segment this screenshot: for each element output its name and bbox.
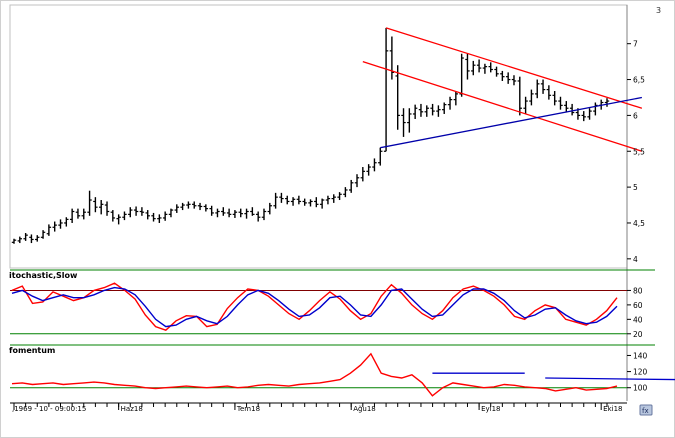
- stoch-tick-label: 80: [633, 286, 643, 295]
- momentum-tick-label: 120: [633, 368, 648, 377]
- stoch-line-blue: [11, 286, 618, 328]
- price-panel: [9, 4, 643, 401]
- momentum-tick-label: 100: [633, 384, 648, 393]
- momentum-title: fomentum: [9, 346, 55, 355]
- settings-icon[interactable]: fx: [639, 404, 653, 416]
- corner-label: 3: [656, 6, 661, 15]
- stoch-line-red: [11, 282, 618, 331]
- stoch-tick-label: 20: [633, 330, 643, 339]
- momentum-yaxis: 100 120 140: [627, 351, 648, 393]
- momentum-line-red: [11, 352, 618, 397]
- time-tick-label: ,1969 - 10 - 09:00:15: [12, 405, 86, 413]
- stoch-yaxis: 20 40 60 80: [627, 286, 643, 339]
- price-tick-label: 5,5: [633, 147, 645, 156]
- price-tick-label: 7: [633, 40, 638, 49]
- svg-text:fx: fx: [642, 407, 649, 415]
- stoch-tick-label: 60: [633, 301, 643, 310]
- time-tick-label: Tem18: [236, 405, 260, 413]
- time-tick-label: Eki18: [603, 405, 622, 413]
- trendline-blue: [380, 96, 643, 149]
- time-tick-label: Ağu18: [353, 405, 376, 413]
- momentum-tick-label: 140: [633, 351, 648, 360]
- time-axis: ,1969 - 10 - 09:00:15 Haz18 Tem18 Ağu18 Eyl1…: [10, 402, 627, 413]
- stoch-tick-label: 40: [633, 315, 643, 324]
- trendline-red: [362, 60, 643, 152]
- stochastic-title: itochastic,Slow: [9, 271, 78, 280]
- price-tick-label: 6,5: [633, 76, 645, 85]
- trendline-red: [385, 27, 643, 109]
- momentum-panel: [10, 344, 675, 397]
- time-tick-label: Eyl18: [481, 405, 500, 413]
- momentum-line-blue: [545, 377, 675, 381]
- price-tick-label: 6: [633, 111, 638, 120]
- price-tick-label: 4,5: [633, 219, 645, 228]
- stochastic-panel: [10, 269, 655, 335]
- price-yaxis: 4 4,5 5 5,5 6 6,5 7: [627, 40, 645, 264]
- price-tick-label: 5: [633, 183, 638, 192]
- time-tick-label: Haz18: [121, 405, 143, 413]
- price-tick-label: 4: [633, 255, 638, 264]
